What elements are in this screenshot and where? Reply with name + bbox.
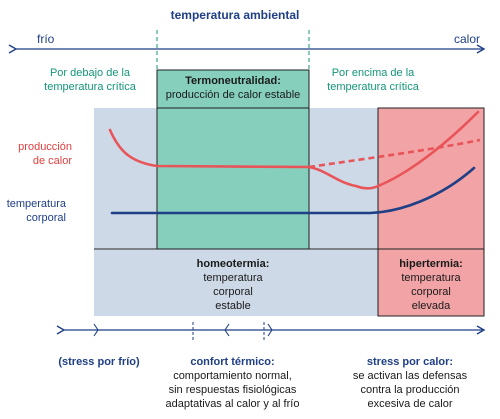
hyperthermia-line2: corporal xyxy=(411,286,451,298)
thermal-comfort-line3: adaptativas al calor y al frío xyxy=(165,398,300,410)
thermal-comfort-line1: comportamiento normal, xyxy=(173,370,292,382)
comfort-tick xyxy=(224,323,230,337)
body-temperature-label: temperatura corporal xyxy=(4,197,66,225)
above-critical-line1: Por encima de la xyxy=(331,67,415,79)
heat-stress-line2: contra la producción xyxy=(360,384,460,396)
cold-stress-tick xyxy=(93,323,99,337)
hyperthermia-line3: elevada xyxy=(411,300,451,312)
hyperthermia-title: hipertermia: xyxy=(399,258,463,270)
below-critical-line2: temperatura crítica xyxy=(44,81,136,93)
heat-stress-line3: excesiva de calor xyxy=(367,398,453,410)
homeothermy-line3: estable xyxy=(215,300,251,312)
above-critical-label: Por encima de la temperatura crítica xyxy=(310,66,436,94)
thermal-comfort-line2: sin respuestas fisiológicas xyxy=(168,384,297,396)
homeothermy-title: homeotermia: xyxy=(196,258,270,270)
heat-production-curve xyxy=(108,110,480,190)
hyperthermia-line1: temperatura xyxy=(401,272,461,284)
heat-stress-label: stress por calor: se activan las defensa… xyxy=(330,355,490,411)
thermal-comfort-label: confort térmico: comportamiento normal, … xyxy=(150,355,315,411)
cold-label: frío xyxy=(37,32,55,46)
thermoneutrality-label: Termoneutralidad: producción de calor es… xyxy=(157,74,309,102)
homeothermy-label: homeotermia: temperatura corporal establ… xyxy=(157,257,309,313)
heat-production-line2: de calor xyxy=(32,155,72,167)
cold-stress-label: (stress por frío) xyxy=(58,356,140,368)
homeothermy-line2: corporal xyxy=(213,286,253,298)
warm-label: calor xyxy=(453,32,480,46)
hyperthermia-label: hipertermia: temperatura corporal elevad… xyxy=(378,257,484,313)
below-critical-line1: Por debajo de la xyxy=(49,67,131,79)
thermoneutral-zone xyxy=(156,69,310,250)
ambient-temperature-title: temperatura ambiental xyxy=(170,8,300,22)
body-temperature-line1: temperatura xyxy=(6,198,66,210)
heat-stress-title: stress por calor: xyxy=(366,356,454,368)
body-temperature-line2: corporal xyxy=(26,212,66,224)
hyperthermia-zone xyxy=(377,107,485,317)
thermoneutrality-subtitle: producción de calor estable xyxy=(165,89,301,101)
heat-production-label: producción de calor xyxy=(10,140,72,168)
heat-production-line1: producción xyxy=(18,141,72,153)
above-critical-line2: temperatura crítica xyxy=(327,81,419,93)
body-temperature-curve xyxy=(110,166,476,215)
below-critical-label: Por debajo de la temperatura crítica xyxy=(22,66,158,94)
heat-production-dashed-curve xyxy=(308,138,481,169)
heat-stress-tick xyxy=(267,323,273,337)
heat-stress-line1: se activan las defensas xyxy=(352,370,468,382)
thermal-comfort-title: confort térmico: xyxy=(190,356,275,368)
thermoneutrality-title: Termoneutralidad: xyxy=(185,75,281,87)
homeothermy-line1: temperatura xyxy=(203,272,263,284)
